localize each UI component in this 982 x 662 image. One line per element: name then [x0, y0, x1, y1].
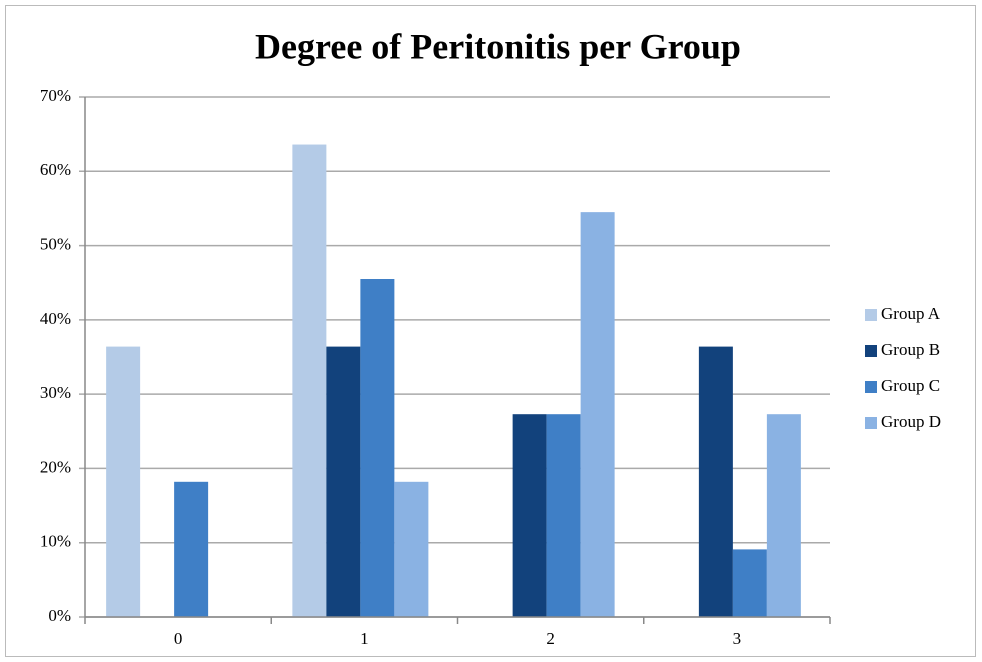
bar: [546, 414, 581, 617]
y-tick-label: 60%: [40, 160, 71, 179]
y-tick-label: 0%: [48, 606, 71, 625]
bar: [580, 212, 615, 617]
bar: [292, 144, 327, 618]
x-tick-label: 0: [174, 629, 183, 648]
y-tick-label: 40%: [40, 309, 71, 328]
legend-swatch: [865, 381, 877, 393]
bar: [766, 414, 801, 617]
y-tick-label: 50%: [40, 234, 71, 253]
bar: [698, 346, 733, 617]
bar: [174, 481, 209, 617]
chart-frame: [5, 5, 976, 657]
y-tick-label: 10%: [40, 532, 71, 551]
legend-label: Group B: [881, 340, 940, 359]
legend-label: Group D: [881, 412, 941, 431]
bar: [106, 346, 141, 617]
bar: [394, 481, 429, 617]
chart-title: Degree of Peritonitis per Group: [255, 26, 741, 66]
legend-label: Group A: [881, 304, 941, 323]
y-tick-label: 20%: [40, 457, 71, 476]
legend-swatch: [865, 417, 877, 429]
legend-label: Group C: [881, 376, 940, 395]
bar: [326, 346, 361, 617]
x-tick-label: 3: [733, 629, 742, 648]
legend-swatch: [865, 345, 877, 357]
bar: [512, 414, 547, 617]
y-tick-label: 30%: [40, 383, 71, 402]
x-tick-label: 2: [546, 629, 555, 648]
legend-swatch: [865, 309, 877, 321]
x-tick-label: 1: [360, 629, 369, 648]
y-tick-label: 70%: [40, 86, 71, 105]
bar: [732, 549, 767, 617]
bar: [360, 279, 395, 617]
